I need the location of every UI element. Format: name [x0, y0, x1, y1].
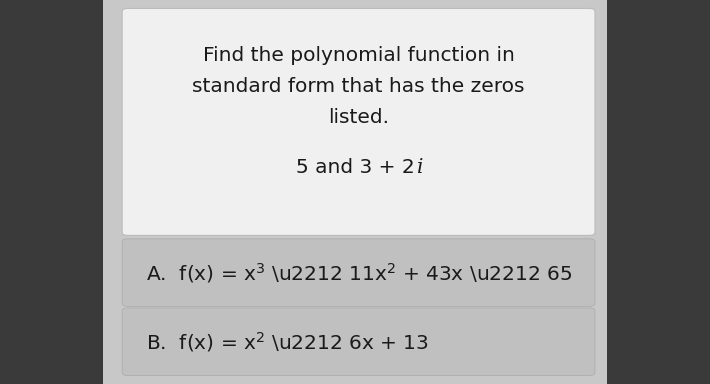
Text: Find the polynomial function in: Find the polynomial function in: [202, 46, 515, 65]
FancyBboxPatch shape: [607, 0, 710, 384]
FancyBboxPatch shape: [122, 308, 595, 376]
FancyBboxPatch shape: [0, 0, 103, 384]
FancyBboxPatch shape: [122, 239, 595, 306]
Text: B.  f(x) = x$^2$ \u2212 6x + 13: B. f(x) = x$^2$ \u2212 6x + 13: [146, 330, 428, 354]
Text: listed.: listed.: [328, 108, 389, 127]
Text: 5 and 3 + 2: 5 and 3 + 2: [295, 157, 415, 177]
Text: i: i: [417, 157, 423, 177]
FancyBboxPatch shape: [122, 8, 595, 235]
Text: standard form that has the zeros: standard form that has the zeros: [192, 77, 525, 96]
Text: A.  f(x) = x$^3$ \u2212 11x$^2$ + 43x \u2212 65: A. f(x) = x$^3$ \u2212 11x$^2$ + 43x \u2…: [146, 261, 572, 285]
